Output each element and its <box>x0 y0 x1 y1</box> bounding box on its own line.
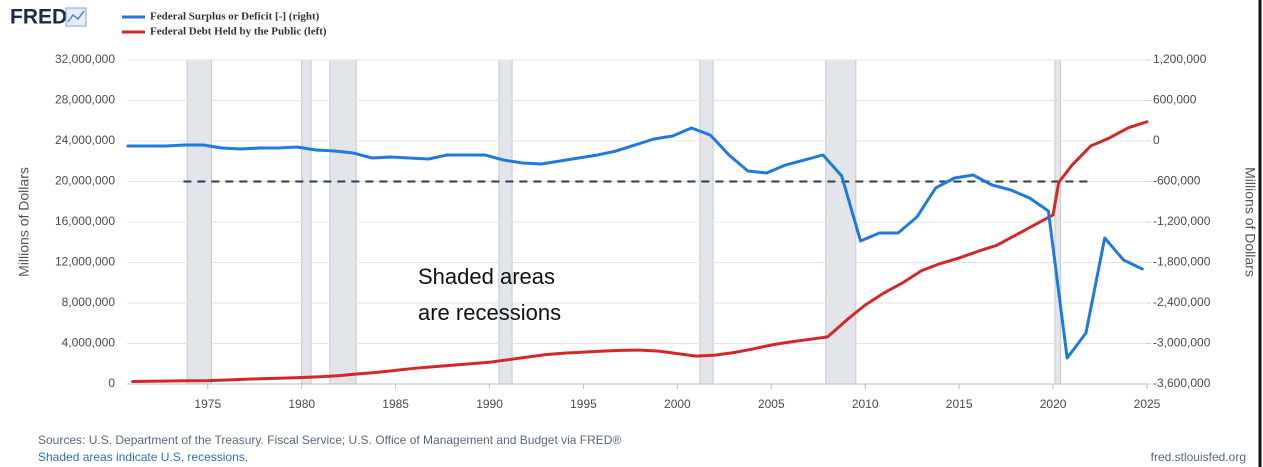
y2-tick-label: -1,800,000 <box>1153 255 1211 269</box>
series-line <box>131 120 1149 383</box>
y-tick-label: 12,000,000 <box>55 255 115 269</box>
x-tick-label: 1975 <box>194 397 221 411</box>
x-tick-label: 2010 <box>852 397 879 411</box>
y2-tick-label: -2,400,000 <box>1153 295 1211 309</box>
y2-tick-label: -3,600,000 <box>1153 376 1211 390</box>
y2-tick-label: 1,200,000 <box>1153 52 1207 66</box>
logo-icon <box>65 7 87 27</box>
sources: Sources: U.S. Department of the Treasury… <box>38 433 621 447</box>
x-tick-label: 1990 <box>476 397 503 411</box>
y-tick-label: 24,000,000 <box>55 133 115 147</box>
x-tick-label: 2020 <box>1040 397 1067 411</box>
x-tick-label: 2025 <box>1134 397 1161 411</box>
y2-tick-label: -1,200,000 <box>1153 214 1211 228</box>
y-tick-label: 0 <box>108 376 115 390</box>
y2-tick-label: 600,000 <box>1153 93 1197 107</box>
x-tick-label: 1980 <box>288 397 315 411</box>
y-tick-label: 16,000,000 <box>55 214 115 228</box>
x-tick-label: 2015 <box>946 397 973 411</box>
y-tick-label: 28,000,000 <box>55 93 115 107</box>
y2-tick-label: 0 <box>1153 133 1160 147</box>
y2-tick-label: -600,000 <box>1153 174 1201 188</box>
y-tick-label: 4,000,000 <box>62 336 116 350</box>
source-url: fred.stlouisfed.org <box>1151 450 1246 464</box>
recession-note: Shaded areas indicate U.S. recessions. <box>38 450 248 464</box>
logo: FRED <box>10 6 67 29</box>
legend-label: Federal Debt Held by the Public (left) <box>150 26 327 38</box>
x-tick-label: 2005 <box>758 397 785 411</box>
y-tick-label: 32,000,000 <box>55 52 115 66</box>
y-tick-label: 8,000,000 <box>62 295 116 309</box>
y2-axis-label: Millions of Dollars <box>1242 167 1258 277</box>
legend-label: Federal Surplus or Deficit [-] (right) <box>150 11 320 23</box>
logo-icon-line <box>67 10 85 23</box>
annotation: are recessions <box>418 300 561 325</box>
series-line <box>126 126 1144 360</box>
x-tick-label: 1985 <box>382 397 409 411</box>
y-axis-label: Millions of Dollars <box>16 167 32 277</box>
x-tick-label: 1995 <box>570 397 597 411</box>
y2-tick-label: -3,000,000 <box>1153 336 1211 350</box>
y-tick-label: 20,000,000 <box>55 174 115 188</box>
annotation: Shaded areas <box>418 264 555 289</box>
x-tick-label: 2000 <box>664 397 691 411</box>
